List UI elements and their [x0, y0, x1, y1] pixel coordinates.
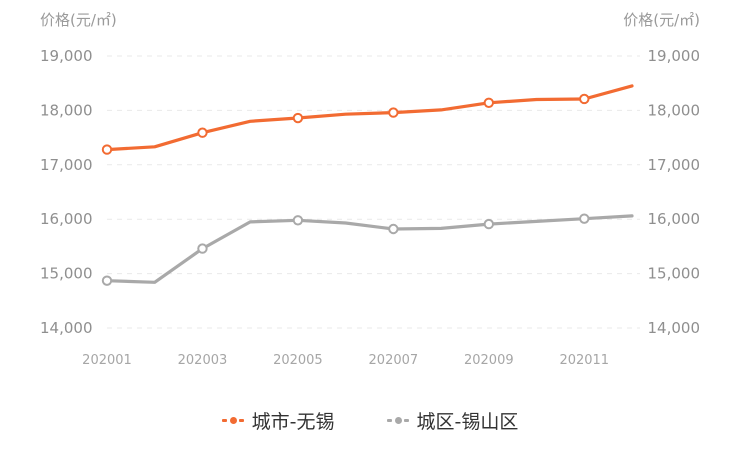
data-point-district	[101, 275, 113, 286]
x-tick-label: 202001	[82, 353, 132, 368]
y-tick-label-left: 16,000	[40, 210, 93, 228]
legend: 城市-无锡 城区-锡山区	[0, 402, 740, 438]
data-point-district	[292, 215, 304, 226]
x-tick-label: 202003	[178, 353, 228, 368]
series-lines	[101, 84, 634, 286]
y-tick-label-left: 15,000	[40, 265, 93, 283]
y-tick-label-left: 17,000	[40, 156, 93, 174]
legend-label-city: 城市-无锡	[251, 410, 335, 433]
data-point-city	[483, 97, 495, 108]
y-axis-title-right: 价格(元/㎡)	[623, 11, 700, 29]
data-point-city	[579, 93, 590, 105]
y-tick-labels: 19,000 19,000 18,000 18,000 17,000 17,000 16,0…	[40, 47, 700, 337]
grid-lines	[107, 55, 640, 329]
legend-item-district[interactable]: 城区-锡山区	[386, 407, 519, 434]
legend-line-right-district	[403, 419, 409, 422]
legend-item-city[interactable]: 城市-无锡	[221, 407, 335, 434]
series-line-district	[105, 214, 634, 284]
x-tick-label: 202009	[464, 353, 514, 368]
y-tick-label-right: 19,000	[648, 47, 701, 65]
legend-line-left-district	[386, 419, 392, 422]
y-tick-label-left: 19,000	[40, 47, 93, 65]
y-tick-label-left: 14,000	[40, 319, 93, 337]
data-point-district	[579, 213, 590, 224]
x-tick-label: 202007	[369, 353, 419, 368]
y-tick-label-right: 18,000	[648, 101, 701, 119]
x-tick-label: 202011	[559, 353, 609, 368]
legend-marker-district	[386, 415, 409, 425]
series-line-city	[105, 84, 634, 152]
data-point-district	[197, 243, 208, 254]
legend-dot-city	[229, 417, 237, 424]
data-point-city	[101, 144, 113, 155]
y-tick-label-left: 18,000	[40, 101, 93, 119]
data-point-district	[388, 223, 399, 235]
data-point-city	[292, 112, 304, 124]
y-tick-label-right: 15,000	[648, 265, 701, 283]
x-tick-labels: 202001 202003 202005 202007 202009 202011	[82, 353, 609, 368]
legend-line-left-city	[221, 419, 227, 422]
data-point-district	[483, 218, 495, 230]
data-point-city	[197, 127, 208, 138]
legend-marker-city	[221, 415, 244, 425]
y-tick-label-right: 14,000	[648, 319, 701, 337]
legend-line-right-city	[238, 419, 244, 422]
x-tick-label: 202005	[273, 353, 323, 368]
y-tick-label-right: 17,000	[648, 156, 701, 174]
y-axis-title-left: 价格(元/㎡)	[40, 11, 117, 29]
legend-dot-district	[394, 417, 402, 424]
legend-label-district: 城区-锡山区	[416, 410, 519, 433]
y-tick-label-right: 16,000	[648, 210, 701, 228]
data-point-city	[388, 107, 399, 118]
